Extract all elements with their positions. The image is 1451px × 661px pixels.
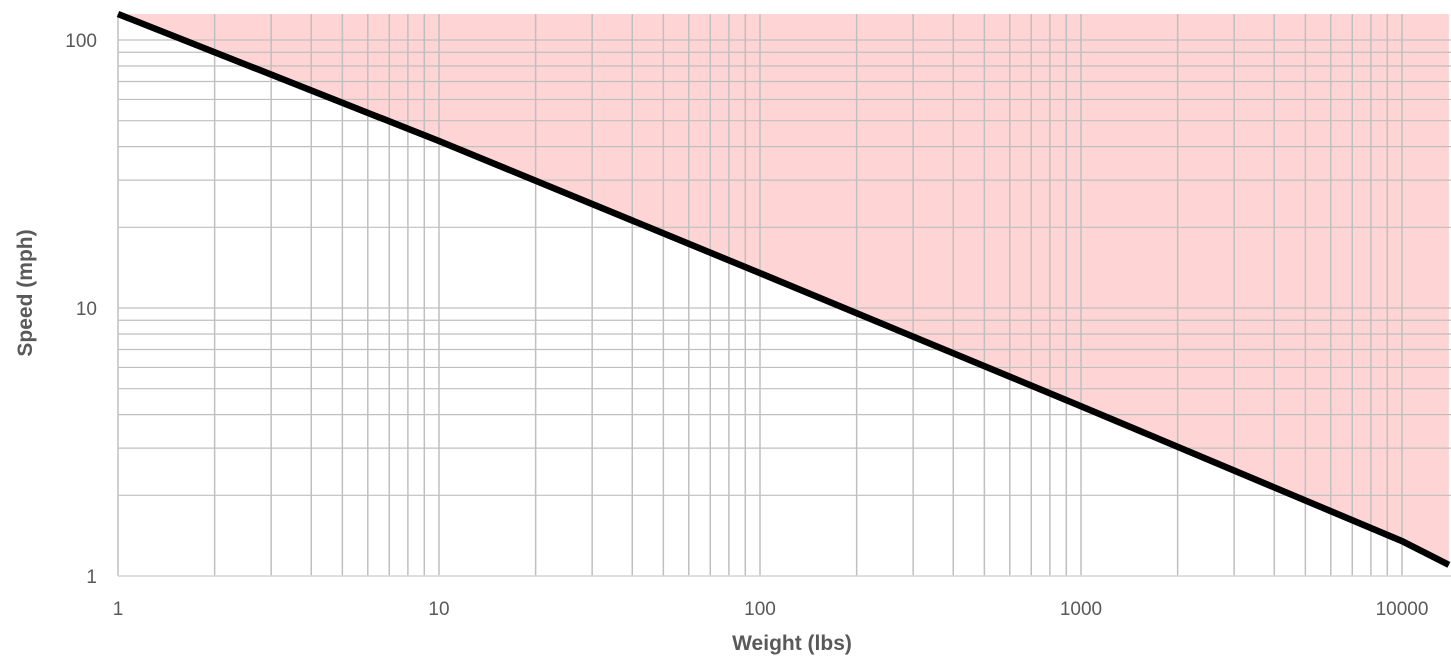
x-tick-label: 10000 — [1376, 599, 1429, 620]
y-tick-label: 100 — [65, 31, 97, 52]
series-line — [116, 10, 1451, 568]
shaded-region — [118, 14, 1449, 565]
y-axis-title: Speed (mph) — [14, 229, 37, 356]
x-tick-label: 100 — [744, 599, 776, 620]
x-tick-label: 1000 — [1060, 599, 1102, 620]
y-tick-label: 10 — [76, 299, 97, 320]
x-axis-title: Weight (lbs) — [732, 632, 852, 655]
y-tick-label: 1 — [86, 567, 97, 588]
x-tick-label: 10 — [428, 599, 449, 620]
x-tick-label: 1 — [113, 599, 124, 620]
